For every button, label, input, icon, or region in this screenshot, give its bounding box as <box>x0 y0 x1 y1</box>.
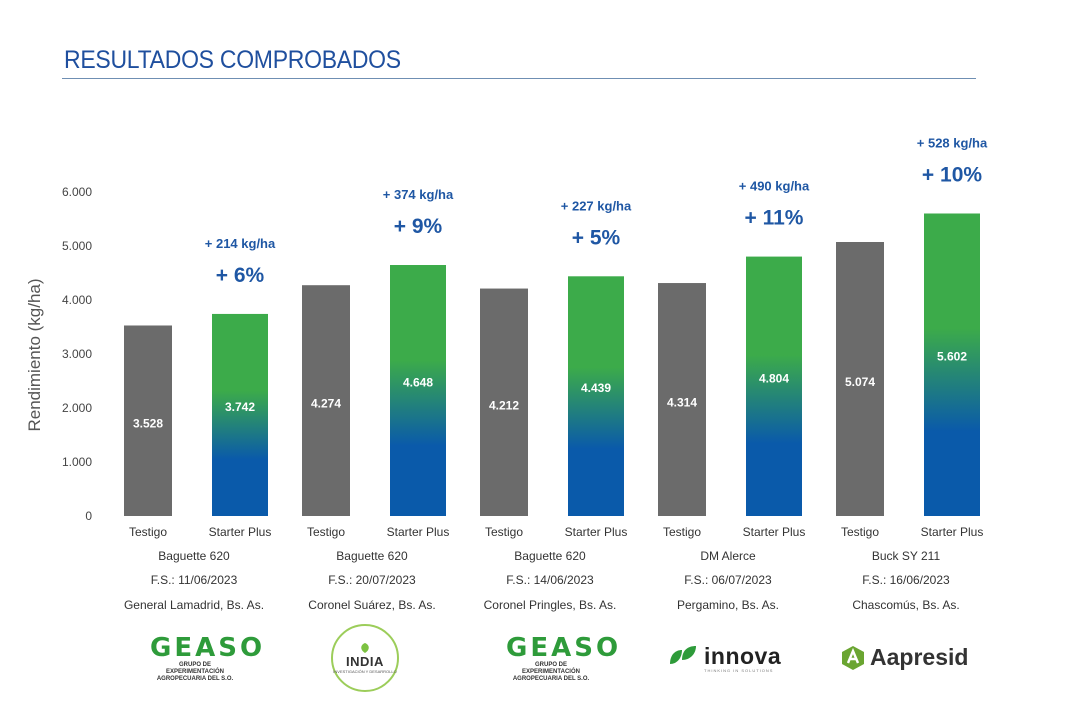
hybrid-label: Buck SY 211 <box>872 549 941 563</box>
location-label: Coronel Suárez, Bs. As. <box>308 598 435 612</box>
sowing-date-label: F.S.: 06/07/2023 <box>684 573 772 587</box>
india-logo: INDIA INVESTIGACIÓN Y DESARROLLO <box>331 624 399 692</box>
innova-logo: innova THINKING IN SOLUTIONS <box>668 644 781 673</box>
sowing-date-label: F.S.: 11/06/2023 <box>151 573 238 587</box>
geaso-logo-subtitle: GRUPO DE EXPERIMENTACIÓN <box>166 662 224 675</box>
testigo-value-label: 5.074 <box>845 375 875 389</box>
hybrid-label: Baguette 620 <box>514 549 586 563</box>
starter-plus-category-label: Starter Plus <box>921 525 984 539</box>
leaf-icon <box>361 643 369 653</box>
geaso-logo-subtitle: GRUPO DE EXPERIMENTACIÓN <box>522 662 580 675</box>
y-tick-label: 6.000 <box>62 185 92 199</box>
sowing-date-label: F.S.: 20/07/2023 <box>328 573 416 587</box>
starter-plus-bar <box>746 256 802 516</box>
hybrid-label: DM Alerce <box>700 549 756 563</box>
testigo-category-label: Testigo <box>129 525 167 539</box>
geaso-logo-subtitle: AGROPECUARIA DEL S.O. <box>156 676 234 682</box>
y-tick-label: 3.000 <box>62 347 92 361</box>
hybrid-label: Baguette 620 <box>336 549 408 563</box>
starter-plus-value-label: 4.804 <box>759 371 789 385</box>
y-tick-label: 0 <box>85 509 92 523</box>
y-tick-label: 4.000 <box>62 293 92 307</box>
starter-plus-category-label: Starter Plus <box>743 525 806 539</box>
aapresid-emblem-icon <box>842 645 864 670</box>
testigo-bar <box>836 242 884 516</box>
india-logo-subtitle: INVESTIGACIÓN Y DESARROLLO <box>333 669 397 674</box>
location-label: Chascomús, Bs. As. <box>852 598 959 612</box>
location-label: Pergamino, Bs. As. <box>677 598 779 612</box>
starter-plus-category-label: Starter Plus <box>565 525 628 539</box>
innova-logo-word: innova <box>704 643 782 669</box>
location-label: General Lamadrid, Bs. As. <box>124 598 264 612</box>
y-tick-label: 5.000 <box>62 239 92 253</box>
testigo-value-label: 4.314 <box>667 396 697 410</box>
starter-plus-value-label: 3.742 <box>225 400 255 414</box>
testigo-bar <box>124 325 172 516</box>
sowing-date-label: F.S.: 14/06/2023 <box>506 573 594 587</box>
gain-percent-annotation: + 9% <box>394 215 443 238</box>
testigo-category-label: Testigo <box>307 525 345 539</box>
starter-plus-value-label: 4.439 <box>581 381 611 395</box>
gain-kg-annotation: + 528 kg/ha <box>917 135 988 150</box>
testigo-category-label: Testigo <box>663 525 701 539</box>
starter-plus-bar <box>568 276 624 516</box>
sowing-date-label: F.S.: 16/06/2023 <box>862 573 950 587</box>
y-axis-label: Rendimiento (kg/ha) <box>25 278 44 431</box>
testigo-bar <box>302 285 350 516</box>
title-divider <box>62 78 976 79</box>
y-tick-label: 2.000 <box>62 401 92 415</box>
geaso-logo-subtitle: AGROPECUARIA DEL S.O. <box>512 676 590 682</box>
starter-plus-bar <box>924 213 980 516</box>
gain-percent-annotation: + 6% <box>216 264 265 287</box>
testigo-bar <box>480 288 528 516</box>
y-tick-label: 1.000 <box>62 455 92 469</box>
page-title: RESULTADOS COMPROBADOS <box>64 46 401 74</box>
starter-plus-bar <box>212 313 268 516</box>
testigo-category-label: Testigo <box>841 525 879 539</box>
testigo-bar <box>658 283 706 516</box>
gain-kg-annotation: + 374 kg/ha <box>383 187 454 202</box>
aapresid-logo: Aapresid <box>840 644 968 671</box>
innova-leaf-icon <box>670 646 696 664</box>
gain-kg-annotation: + 214 kg/ha <box>205 236 276 251</box>
geaso-logo-word: GEASO <box>150 633 266 663</box>
gain-percent-annotation: + 5% <box>572 226 621 249</box>
gain-kg-annotation: + 490 kg/ha <box>739 179 810 194</box>
india-logo-word: INDIA <box>346 654 384 669</box>
testigo-value-label: 4.212 <box>489 398 519 412</box>
geaso-logo-word: GEASO <box>506 633 622 663</box>
location-label: Coronel Pringles, Bs. As. <box>484 598 617 612</box>
aapresid-logo-word: Aapresid <box>870 644 969 670</box>
starter-plus-category-label: Starter Plus <box>387 525 450 539</box>
testigo-category-label: Testigo <box>485 525 523 539</box>
gain-percent-annotation: + 11% <box>745 207 804 230</box>
testigo-value-label: 3.528 <box>133 417 163 431</box>
geaso-logo: GEASO GRUPO DE EXPERIMENTACIÓN AGROPECUA… <box>506 633 622 683</box>
hybrid-label: Baguette 620 <box>158 549 230 563</box>
gain-kg-annotation: + 227 kg/ha <box>561 198 632 213</box>
starter-plus-value-label: 5.602 <box>937 350 967 364</box>
starter-plus-category-label: Starter Plus <box>209 525 272 539</box>
starter-plus-value-label: 4.648 <box>403 376 433 390</box>
india-logo-circle: INDIA INVESTIGACIÓN Y DESARROLLO <box>331 624 399 692</box>
starter-plus-bar <box>390 265 446 516</box>
innova-logo-subtitle: THINKING IN SOLUTIONS <box>704 668 774 673</box>
gain-percent-annotation: + 10% <box>922 163 982 186</box>
testigo-value-label: 4.274 <box>311 397 341 411</box>
geaso-logo: GEASO GRUPO DE EXPERIMENTACIÓN AGROPECUA… <box>150 633 266 683</box>
